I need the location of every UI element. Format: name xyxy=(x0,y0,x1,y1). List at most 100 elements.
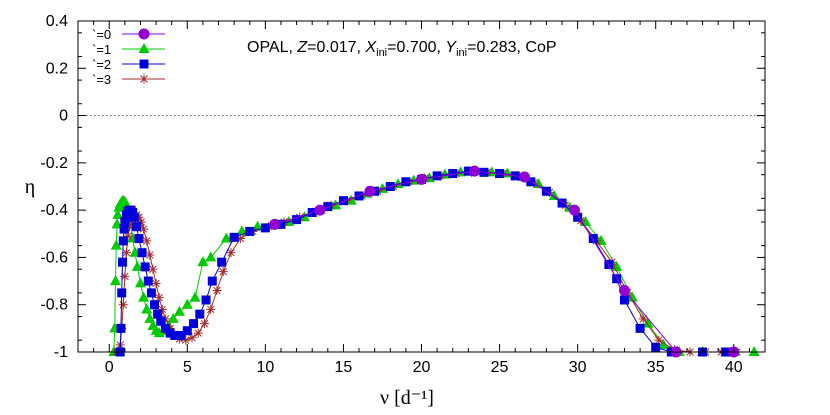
data-point xyxy=(323,202,333,212)
y-tick-label: 0.4 xyxy=(46,13,68,30)
data-point xyxy=(448,168,458,178)
data-point xyxy=(245,226,255,236)
data-point xyxy=(182,326,192,336)
x-tick-label: 25 xyxy=(491,359,509,376)
data-point xyxy=(132,222,142,232)
data-point xyxy=(119,224,129,234)
y-tick-label: -0.2 xyxy=(40,155,68,172)
data-point xyxy=(199,319,209,329)
annotation-z-value: =0.017, xyxy=(307,39,365,56)
data-point xyxy=(207,276,217,286)
x-axis-title: ν [d⁻¹] xyxy=(380,387,434,409)
data-point xyxy=(112,208,124,219)
data-point xyxy=(463,166,473,176)
data-point xyxy=(193,328,203,338)
legend-marker xyxy=(138,28,150,40)
x-tick-label: 0 xyxy=(105,359,114,376)
data-point xyxy=(201,295,211,305)
data-point xyxy=(338,196,348,206)
data-point xyxy=(654,335,664,345)
data-point xyxy=(519,171,531,183)
data-point xyxy=(189,291,201,302)
data-point xyxy=(626,291,638,302)
data-point xyxy=(156,316,166,326)
data-point xyxy=(354,191,364,201)
data-point xyxy=(138,291,150,302)
series-0 xyxy=(269,165,740,358)
data-point xyxy=(569,204,581,216)
data-point xyxy=(134,277,146,288)
data-point xyxy=(173,305,185,316)
data-point xyxy=(469,165,481,177)
annotation-x-sub: ini xyxy=(376,47,387,59)
data-point xyxy=(145,250,155,260)
annotation-x-value: =0.700, xyxy=(387,39,445,56)
legend: `=0`=1`=2`=3 xyxy=(92,27,165,87)
data-point xyxy=(150,300,160,310)
chart-annotation: OPAL, Z=0.017, Xini=0.700, Yini=0.283, C… xyxy=(247,39,557,59)
data-point xyxy=(134,234,144,244)
data-point xyxy=(573,212,583,222)
data-point xyxy=(153,309,163,319)
data-point xyxy=(260,223,270,233)
annotation-y-value: =0.283, CoP xyxy=(467,39,556,56)
data-point xyxy=(217,257,227,267)
data-point xyxy=(118,236,128,246)
data-point xyxy=(146,288,156,298)
data-point xyxy=(189,319,199,329)
y-tick-label: -0.4 xyxy=(40,202,68,219)
data-point xyxy=(269,218,281,230)
y-tick-label: 0.2 xyxy=(46,60,68,77)
data-point xyxy=(181,298,193,309)
data-point xyxy=(218,267,228,277)
data-point xyxy=(141,303,153,314)
data-point xyxy=(129,212,139,222)
annotation-z-symbol: Z xyxy=(296,39,308,56)
data-point xyxy=(226,248,236,258)
data-point xyxy=(154,293,164,303)
data-point xyxy=(160,323,170,333)
data-point xyxy=(128,208,138,218)
y-tick-label: -0.8 xyxy=(40,297,68,314)
data-point xyxy=(131,260,143,271)
data-point xyxy=(432,171,442,181)
data-point xyxy=(638,314,648,324)
data-point xyxy=(170,330,180,340)
annotation-x-symbol: X xyxy=(364,39,377,56)
data-point xyxy=(220,232,232,243)
annotation-prefix: OPAL, xyxy=(247,39,297,56)
y-tick-label: -1 xyxy=(54,344,68,361)
data-point xyxy=(137,248,147,258)
data-point xyxy=(120,271,130,281)
data-point xyxy=(276,219,286,229)
data-point xyxy=(118,300,128,310)
data-point xyxy=(642,317,654,328)
data-point xyxy=(588,234,598,244)
x-tick-label: 10 xyxy=(256,359,274,376)
data-point xyxy=(658,338,670,349)
data-point xyxy=(401,177,411,187)
data-point xyxy=(416,173,427,185)
data-point xyxy=(611,260,623,271)
data-point xyxy=(229,232,239,242)
x-tick-label: 30 xyxy=(569,359,587,376)
legend-label: `=1 xyxy=(92,42,111,57)
legend-marker xyxy=(138,43,150,53)
y-tick-label: 0 xyxy=(59,108,68,125)
data-point xyxy=(157,304,167,314)
legend-marker xyxy=(139,59,149,69)
data-point xyxy=(292,215,302,225)
data-point xyxy=(144,312,156,323)
data-point xyxy=(212,286,222,296)
data-point xyxy=(252,220,264,231)
data-point xyxy=(197,256,209,267)
data-point xyxy=(142,236,152,246)
annotation-y-symbol: Y xyxy=(445,39,457,56)
data-point xyxy=(748,346,760,356)
data-point xyxy=(165,328,175,338)
legend-label: `=3 xyxy=(92,72,111,87)
data-point xyxy=(143,276,153,286)
legend-label: `=2 xyxy=(92,57,111,72)
